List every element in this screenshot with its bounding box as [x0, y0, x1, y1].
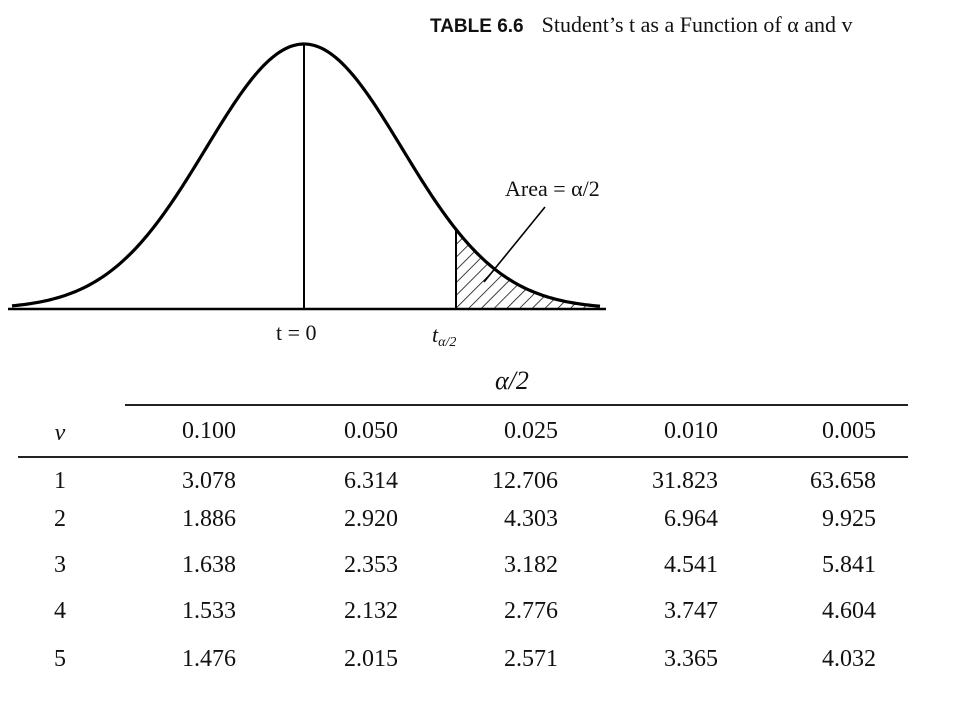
table-cell: 2.571 [504, 646, 558, 672]
group-header-rule [125, 404, 908, 406]
table-cell: 2.132 [344, 598, 398, 624]
table-cell: 2.776 [504, 598, 558, 624]
table-cell: 31.823 [652, 468, 718, 494]
shaded-tail-area [456, 229, 600, 309]
column-header: 0.025 [504, 418, 558, 444]
table-cell: 4.604 [822, 598, 876, 624]
row-header: v [54, 420, 66, 446]
row-v-value: 5 [54, 646, 66, 672]
column-header: 0.005 [822, 418, 876, 444]
table-cell: 6.314 [344, 468, 398, 494]
table-cell: 3.182 [504, 552, 558, 578]
table-cell: 4.303 [504, 506, 558, 532]
tail-label-subscript: α/2 [438, 335, 457, 350]
table-cell: 5.841 [822, 552, 876, 578]
table-cell: 1.476 [182, 646, 236, 672]
table-cell: 3.078 [182, 468, 236, 494]
row-v-value: 3 [54, 552, 66, 578]
table-cell: 2.015 [344, 646, 398, 672]
table-cell: 9.925 [822, 506, 876, 532]
table-caption: TABLE 6.6 Student’s t as a Function of α … [430, 12, 853, 38]
table-cell: 2.353 [344, 552, 398, 578]
bell-curve [11, 42, 601, 308]
table-cell: 6.964 [664, 506, 718, 532]
center-label: t = 0 [276, 320, 317, 345]
tail-label: tα/2 [432, 322, 456, 351]
table-cell: 2.920 [344, 506, 398, 532]
table-cell: 12.706 [492, 468, 558, 494]
column-header: 0.010 [664, 418, 718, 444]
group-header: α/2 [495, 366, 529, 395]
area-pointer-line [483, 206, 546, 283]
table-cell: 1.638 [182, 552, 236, 578]
table-cell: 63.658 [810, 468, 876, 494]
table-cell: 1.533 [182, 598, 236, 624]
row-v-value: 4 [54, 598, 66, 624]
row-v-value: 1 [54, 468, 66, 494]
area-label: Area = α/2 [505, 176, 600, 201]
table-cell: 3.365 [664, 646, 718, 672]
column-header: 0.100 [182, 418, 236, 444]
tail-label-main: t [432, 322, 439, 347]
table-cell: 1.886 [182, 506, 236, 532]
table-cell: 4.032 [822, 646, 876, 672]
column-header: 0.050 [344, 418, 398, 444]
table-cell: 4.541 [664, 552, 718, 578]
header-rule [18, 456, 908, 458]
row-v-value: 2 [54, 506, 66, 532]
table-title: Student’s t as a Function of α and v [541, 12, 853, 37]
t-distribution-figure [8, 42, 606, 311]
table-cell: 3.747 [664, 598, 718, 624]
table-number: TABLE 6.6 [430, 16, 524, 37]
